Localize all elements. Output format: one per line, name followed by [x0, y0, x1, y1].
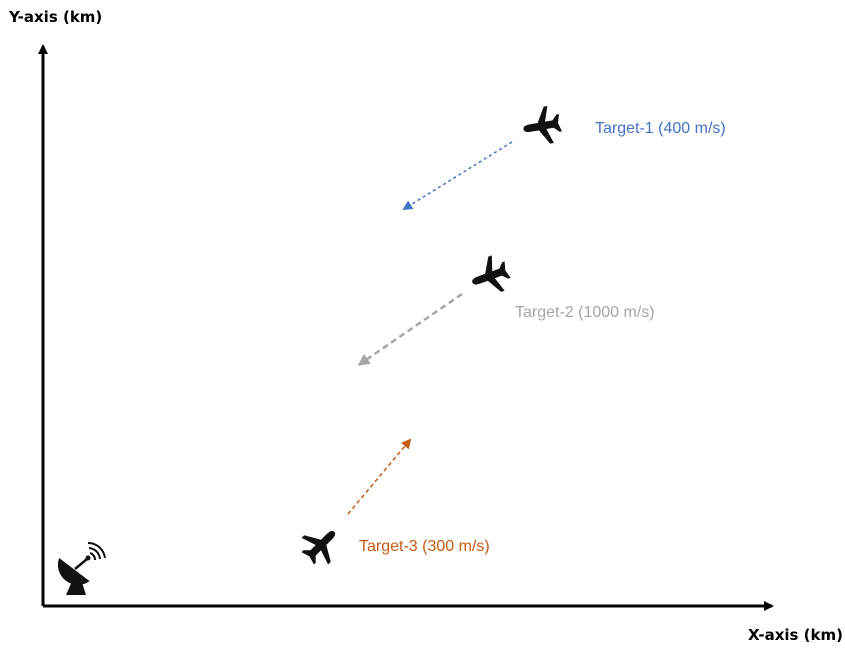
target-1-airplane-icon: [520, 104, 564, 148]
target-2-airplane-icon: [465, 251, 515, 301]
target-2-trajectory: [357, 292, 463, 366]
target-1-trajectory: [402, 141, 513, 211]
y-axis-label: Y-axis (km): [9, 8, 103, 26]
radar-dish-icon: [57, 541, 106, 595]
target-3-trajectory: [347, 438, 412, 515]
target-1-label: Target-1 (400 m/s): [595, 120, 726, 137]
target-3-label: Target-3 (300 m/s): [359, 538, 490, 555]
x-axis-label: X-axis (km): [748, 626, 843, 644]
target-2-label: Target-2 (1000 m/s): [515, 304, 655, 321]
target-3-airplane-icon: [294, 518, 348, 572]
